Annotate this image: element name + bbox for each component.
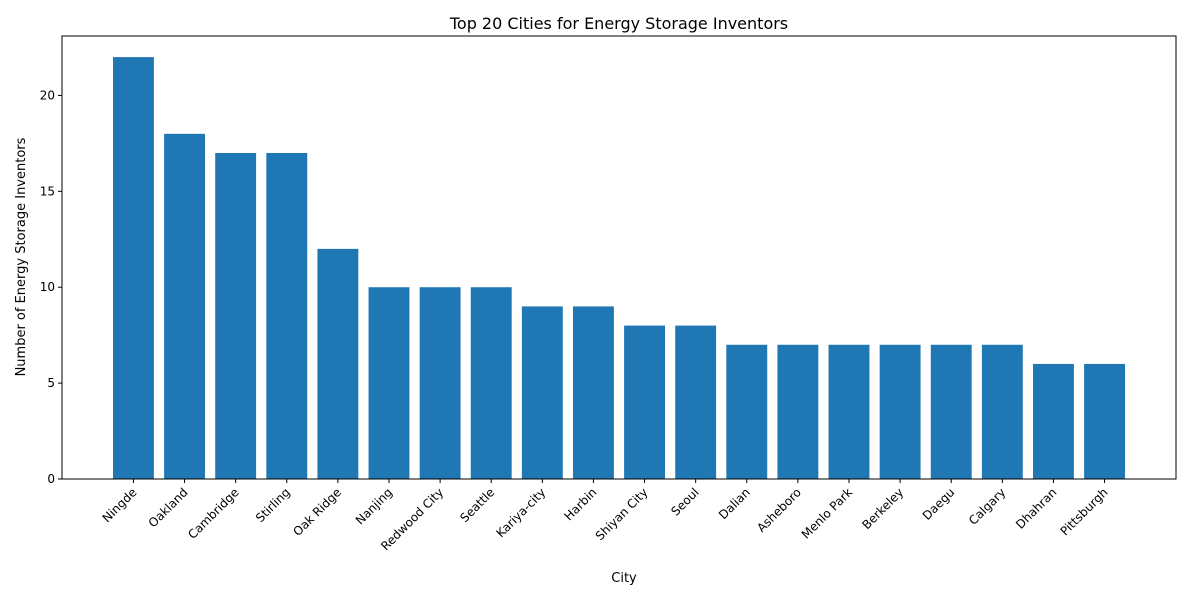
x-tick-label: Calgary bbox=[966, 485, 1008, 527]
y-tick-label: 10 bbox=[40, 280, 55, 294]
bar-calgary bbox=[982, 345, 1023, 479]
x-tick-label: Dalian bbox=[716, 485, 753, 522]
x-tick-label: Seattle bbox=[457, 485, 497, 525]
x-tick-label: Dhahran bbox=[1013, 485, 1059, 531]
x-tick-label: Oak Ridge bbox=[290, 485, 344, 539]
x-tick-label: Oakland bbox=[146, 485, 191, 530]
x-tick-label: Shiyan City bbox=[593, 485, 651, 543]
bar-cambridge bbox=[215, 153, 256, 479]
x-tick-label: Cambridge bbox=[185, 485, 242, 542]
bar-ningde bbox=[113, 57, 154, 479]
y-tick-label: 5 bbox=[47, 376, 55, 390]
bar-redwood-city bbox=[420, 287, 461, 479]
x-tick-label: Ningde bbox=[100, 485, 140, 525]
bar-nanjing bbox=[369, 287, 410, 479]
x-axis: NingdeOaklandCambridge StirlingOak RidgeN… bbox=[100, 479, 1111, 553]
bar-kariya-city bbox=[522, 306, 563, 479]
bar-daegu bbox=[931, 345, 972, 479]
bar-dalian bbox=[726, 345, 767, 479]
bar-seattle bbox=[471, 287, 512, 479]
y-axis-label: Number of Energy Storage Inventors bbox=[14, 137, 29, 376]
bar-shiyan-city bbox=[624, 326, 665, 479]
x-tick-label: Daegu bbox=[920, 485, 958, 523]
x-tick-label: Seoul bbox=[668, 485, 701, 518]
bar-oakland bbox=[164, 134, 205, 479]
bars-group bbox=[113, 57, 1125, 479]
bar-dhahran bbox=[1033, 364, 1074, 479]
x-tick-label: Pittsburgh bbox=[1058, 485, 1111, 538]
chart-title: Top 20 Cities for Energy Storage Invento… bbox=[449, 14, 788, 33]
x-tick-label: Kariya-city bbox=[493, 485, 548, 540]
bar-menlo-park bbox=[829, 345, 870, 479]
y-axis: 0 5 10 15 20 bbox=[40, 88, 62, 486]
bar-oak-ridge bbox=[317, 249, 358, 479]
bar-harbin bbox=[573, 306, 614, 479]
y-tick-label: 15 bbox=[40, 184, 55, 198]
y-tick-label: 20 bbox=[40, 88, 55, 102]
x-tick-label: Nanjing bbox=[353, 485, 395, 527]
bar-seoul bbox=[675, 326, 716, 479]
x-tick-label: Asheboro bbox=[754, 485, 804, 535]
x-tick-label: Harbin bbox=[561, 485, 599, 523]
bar-berkeley bbox=[880, 345, 921, 479]
bar-asheboro bbox=[777, 345, 818, 479]
bar-pittsburgh bbox=[1084, 364, 1125, 479]
x-tick-label: Berkeley bbox=[859, 485, 906, 532]
y-tick-label: 0 bbox=[47, 472, 55, 486]
bar-stirling bbox=[266, 153, 307, 479]
x-axis-label: City bbox=[611, 571, 637, 586]
x-tick-label: Menlo Park bbox=[799, 485, 855, 541]
x-tick-label: Stirling bbox=[253, 485, 293, 525]
